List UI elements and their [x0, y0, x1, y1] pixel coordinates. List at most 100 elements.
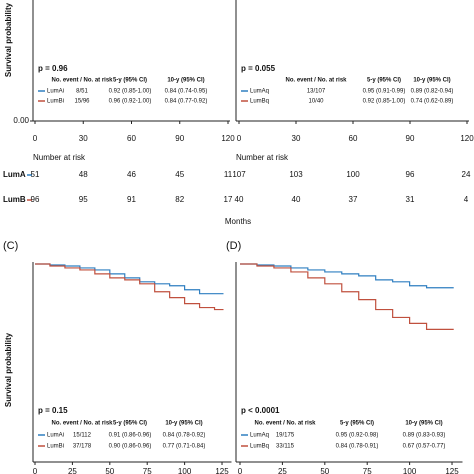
x-tick-label: 0 — [33, 134, 38, 143]
legend-header: 10-y (95% CI) — [165, 421, 202, 427]
legend-ten-year: 0.84 (0.78-0.92) — [163, 433, 206, 439]
legend-header: No. event / No. at risk — [254, 421, 316, 427]
legend-ten-year: 0.77 (0.71-0.84) — [163, 444, 206, 450]
legend-name: LumBq — [250, 444, 269, 450]
x-axis-label: Months — [225, 217, 251, 226]
legend-header: 5-y (95% CI) — [340, 421, 374, 427]
x-tick-label: 0 — [237, 134, 242, 143]
risk-count: 82 — [175, 195, 184, 204]
risk-count: 48 — [79, 170, 88, 179]
legend-events: 15/96 — [74, 99, 90, 105]
legend-five-year: 0.84 (0.78-0.91) — [336, 444, 379, 450]
x-tick-label: 100 — [178, 467, 192, 474]
survival-curve — [240, 263, 454, 289]
x-tick-label: 25 — [278, 467, 287, 474]
legend-events: 37/178 — [73, 444, 92, 450]
y-tick-label: 0.00 — [13, 116, 29, 125]
legend-header: 10-y (95% CI) — [167, 78, 204, 84]
legend-ten-year: 0.84 (0.77-0.92) — [165, 99, 208, 105]
panel-label: (C) — [3, 240, 18, 252]
risk-count: 11 — [224, 170, 233, 179]
risk-count: 46 — [127, 170, 136, 179]
legend-five-year: 0.92 (0.85-1.00) — [109, 89, 152, 95]
x-tick-label: 0 — [33, 467, 38, 474]
risk-count: 37 — [349, 195, 358, 204]
legend-name: LumBq — [250, 99, 269, 105]
legend-header: 5-y (95% CI) — [113, 78, 147, 84]
legend-ten-year: 0.84 (0.74-0.95) — [165, 89, 208, 95]
x-tick-label: 25 — [68, 467, 77, 474]
x-tick-label: 60 — [127, 134, 136, 143]
legend-ten-year: 0.74 (0.62-0.89) — [411, 99, 454, 105]
x-tick-label: 30 — [79, 134, 88, 143]
risk-count: 4 — [464, 195, 469, 204]
survival-curve — [35, 263, 224, 295]
legend-header: 5-y (95% CI) — [113, 421, 147, 427]
x-tick-label: 50 — [105, 467, 114, 474]
risk-count: 24 — [462, 170, 471, 179]
legend-header: No. event / No. at risk — [51, 78, 113, 84]
legend-name: LumBi — [47, 444, 64, 450]
legend-ten-year: 0.67 (0.57-0.77) — [403, 444, 446, 450]
x-tick-label: 75 — [143, 467, 152, 474]
legend-events: 19/175 — [276, 433, 295, 439]
legend-header: 10-y (95% CI) — [413, 78, 450, 84]
legend-name: LumBi — [47, 99, 64, 105]
risk-count: 40 — [292, 195, 301, 204]
legend-five-year: 0.96 (0.92-1.00) — [109, 99, 152, 105]
p-value: p = 0.96 — [38, 64, 68, 73]
risk-count: 96 — [406, 170, 415, 179]
risk-count: 40 — [235, 195, 244, 204]
risk-count: 51 — [31, 170, 40, 179]
legend-name: LumAi — [47, 433, 64, 439]
legend-events: 13/107 — [307, 89, 326, 95]
x-tick-label: 75 — [363, 467, 372, 474]
x-tick-label: 60 — [349, 134, 358, 143]
risk-count: 100 — [346, 170, 360, 179]
risk-count: 103 — [289, 170, 303, 179]
x-tick-label: 120 — [460, 134, 474, 143]
panel-label: (D) — [226, 240, 241, 252]
p-value: p = 0.055 — [241, 64, 276, 73]
y-axis-label: Survival probability — [4, 332, 13, 407]
survival-curve — [35, 263, 224, 311]
legend-five-year: 0.95 (0.92-0.98) — [336, 433, 379, 439]
risk-row-name: LumB — [3, 195, 26, 204]
legend-name: LumAi — [47, 89, 64, 95]
x-tick-label: 120 — [221, 134, 235, 143]
legend-five-year: 0.91 (0.86-0.96) — [109, 433, 152, 439]
risk-count: 107 — [232, 170, 246, 179]
risk-table-title: Number at risk — [33, 153, 86, 162]
y-axis-label: Survival probability — [4, 2, 13, 77]
risk-count: 17 — [224, 195, 233, 204]
legend-ten-year: 0.89 (0.83-0.93) — [403, 433, 446, 439]
legend-events: 15/112 — [73, 433, 92, 439]
risk-count: 45 — [175, 170, 184, 179]
x-tick-label: 0 — [238, 467, 243, 474]
legend-events: 8/51 — [76, 89, 88, 95]
legend-name: LumAq — [250, 89, 269, 95]
p-value: p < 0.0001 — [241, 406, 280, 415]
risk-table-title: Number at risk — [236, 153, 289, 162]
x-tick-label: 125 — [445, 467, 459, 474]
legend-header: 5-y (95% CI) — [367, 78, 401, 84]
risk-count: 96 — [31, 195, 40, 204]
legend-header: No. event / No. at risk — [285, 78, 347, 84]
legend-five-year: 0.92 (0.85-1.00) — [363, 99, 406, 105]
legend-five-year: 0.90 (0.86-0.96) — [109, 444, 152, 450]
legend-events: 33/115 — [276, 444, 295, 450]
risk-count: 91 — [127, 195, 136, 204]
x-tick-label: 30 — [292, 134, 301, 143]
survival-curve — [240, 263, 454, 330]
x-tick-label: 125 — [215, 467, 229, 474]
risk-count: 95 — [79, 195, 88, 204]
legend-header: 10-y (95% CI) — [405, 421, 442, 427]
legend-ten-year: 0.89 (0.82-0.94) — [411, 89, 454, 95]
legend-header: No. event / No. at risk — [51, 421, 113, 427]
x-tick-label: 90 — [175, 134, 184, 143]
legend-name: LumAq — [250, 433, 269, 439]
legend-events: 10/40 — [308, 99, 324, 105]
risk-row-name: LumA — [3, 170, 26, 179]
x-tick-label: 90 — [406, 134, 415, 143]
